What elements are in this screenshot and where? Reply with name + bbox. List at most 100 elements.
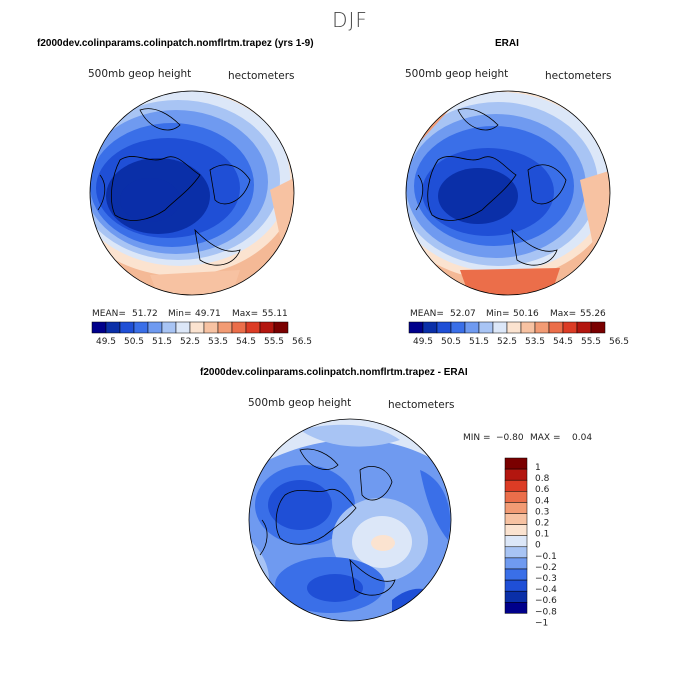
colorbar-difference-swatch [504, 468, 528, 481]
map1-field [90, 91, 294, 295]
panel3-units: hectometers [388, 399, 455, 411]
map3-coastlines [259, 448, 396, 596]
colorbar-erai-tick-label: 53.5 [525, 337, 545, 347]
colorbar-difference-swatch [504, 491, 528, 503]
panel1-max-label: Max= [232, 309, 259, 319]
colorbar-difference-swatch [504, 513, 528, 525]
map3-boundary [248, 418, 452, 622]
colorbar-difference-tick-label: −0.1 [535, 552, 557, 562]
colorbar-difference-swatch [504, 524, 528, 536]
map2-boundary [405, 90, 611, 296]
colorbar-erai-swatch [576, 321, 592, 334]
colorbar-difference-tick-label: −0.2 [535, 563, 557, 573]
colorbar-difference-tick-label: −0.6 [535, 596, 557, 606]
panel2-max-value: 55.26 [580, 309, 606, 319]
colorbar-model-swatch [273, 321, 289, 334]
colorbar-erai-swatch [506, 321, 522, 334]
colorbar-erai-tick-label: 55.5 [581, 337, 601, 347]
panel2-mean-label: MEAN= [410, 309, 444, 319]
panel1-mean-label: MEAN= [92, 309, 126, 319]
colorbar-model-tick-label: 56.5 [292, 337, 312, 347]
colorbar-difference-swatch [504, 579, 528, 592]
colorbar-model-swatch [105, 321, 121, 334]
colorbar-difference-swatch [504, 457, 528, 470]
panel1-variable: 500mb geop height [88, 68, 192, 80]
panel1-mean-value: 51.72 [132, 309, 158, 319]
colorbar-model-tick-label: 53.5 [208, 337, 228, 347]
colorbar-difference-swatch [504, 602, 528, 614]
colorbar-model-tick-label: 52.5 [180, 337, 200, 347]
panel1-min-value: 49.71 [195, 309, 221, 319]
colorbar-difference: 10.80.60.40.3 0.20.10−0.1−0.2−0.3−0.4−0.6… [504, 457, 557, 628]
colorbar-erai-swatch [492, 321, 508, 334]
colorbar-model-swatch [259, 321, 275, 334]
colorbar-erai-swatch [562, 321, 578, 334]
colorbar-erai-swatch [478, 321, 494, 334]
colorbar-erai-swatch [520, 321, 536, 334]
panel2-min-value: 50.16 [513, 309, 539, 319]
colorbar-model-tick-label: 55.5 [264, 337, 284, 347]
panel2-title: ERAI [495, 38, 519, 49]
colorbar-erai-swatch [450, 321, 466, 334]
colorbar-difference-tick-label: 0 [535, 541, 541, 551]
panel2-max-label: Max= [550, 309, 577, 319]
panel3-title: f2000dev.colinparams.colinpatch.nomflrtm… [200, 367, 468, 378]
panel3-max-label: MAX = [530, 433, 561, 443]
colorbar-erai-tick-label: 51.5 [469, 337, 489, 347]
colorbar-erai-swatch [436, 321, 452, 334]
colorbar-erai-tick-label: 52.5 [497, 337, 517, 347]
panel2-variable: 500mb geop height [405, 68, 509, 80]
colorbar-erai-swatch [464, 321, 480, 334]
colorbar-model-swatch [91, 321, 107, 334]
colorbar-model-tick-label: 51.5 [152, 337, 172, 347]
colorbar-difference-swatch [504, 502, 528, 514]
panel2-min-label: Min= [486, 309, 510, 319]
colorbar-model-swatch [161, 321, 177, 334]
colorbar-erai-tick-label: 54.5 [553, 337, 573, 347]
colorbar-difference-swatch [504, 557, 528, 570]
colorbar-model-swatch [217, 321, 233, 334]
colorbar-difference-tick-label: 1 [535, 463, 541, 473]
colorbar-difference-swatch [504, 568, 528, 581]
colorbar-model-swatch [147, 321, 163, 334]
panel1-units: hectometers [228, 70, 295, 82]
colorbar-erai-tick-label: 56.5 [609, 337, 629, 347]
colorbar-model-swatch [231, 321, 247, 334]
panel2-units: hectometers [545, 70, 612, 82]
panel3-min-label: MIN = [463, 433, 491, 443]
colorbar-erai-swatch [590, 321, 606, 334]
colorbar-difference-tick-label: −0.8 [535, 607, 557, 617]
colorbar-difference-swatch [504, 590, 528, 603]
colorbar-difference-swatch [504, 546, 528, 559]
colorbar-difference-tick-label: −0.4 [535, 585, 557, 595]
colorbar-model-tick-label: 49.5 [96, 337, 116, 347]
colorbar-model-swatch [175, 321, 191, 334]
colorbar-erai-swatch [422, 321, 438, 334]
panel3-max-value: 0.04 [572, 433, 593, 443]
colorbar-erai-tick-label: 50.5 [441, 337, 461, 347]
colorbar-difference-tick-label: 0.3 [535, 507, 549, 517]
colorbar-model-swatch [189, 321, 205, 334]
map2-field [406, 91, 610, 295]
panel1-min-label: Min= [168, 309, 192, 319]
colorbar-difference-tick-label: 0.6 [535, 485, 550, 495]
panel3-variable: 500mb geop height [248, 397, 352, 409]
colorbar-difference-tick-label: −0.3 [535, 574, 557, 584]
season-title: DJF [332, 8, 368, 32]
colorbar-model-tick-label: 50.5 [124, 337, 144, 347]
colorbar-erai-swatch [548, 321, 564, 334]
map1-boundary [89, 90, 295, 296]
colorbar-difference-tick-label: 0.8 [535, 474, 550, 484]
colorbar-erai-tick-label: 49.5 [413, 337, 433, 347]
colorbar-difference-tick-label: −1 [535, 618, 548, 628]
colorbar-difference-tick-label: 0.1 [535, 530, 549, 540]
colorbar-model-swatch [245, 321, 261, 334]
colorbar-difference-swatch [504, 535, 528, 548]
panel1-max-value: 55.11 [262, 309, 288, 319]
colorbar-model-swatch [203, 321, 219, 334]
colorbar-erai-swatch [408, 321, 424, 334]
colorbar-model-tick-label: 54.5 [236, 337, 256, 347]
colorbar-difference-tick-label: 0.4 [535, 496, 550, 506]
